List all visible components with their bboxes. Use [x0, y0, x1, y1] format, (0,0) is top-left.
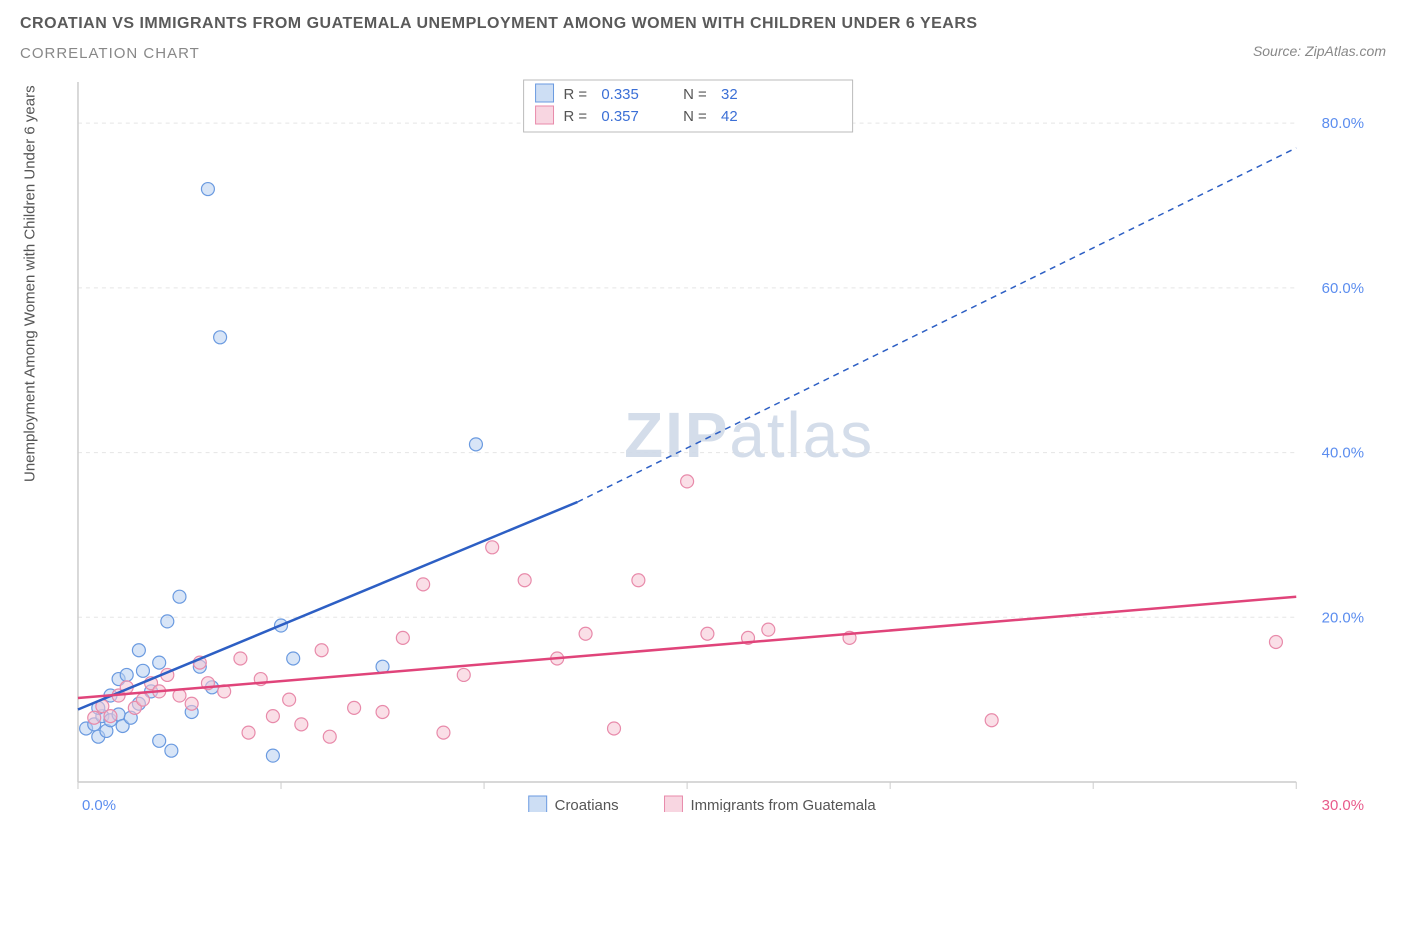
bottom-legend-label: Immigrants from Guatemala	[690, 797, 876, 812]
chart-title-line2: CORRELATION CHART	[20, 45, 1386, 62]
bottom-legend-label: Croatians	[555, 797, 619, 812]
y-tick-label: 40.0%	[1322, 445, 1364, 462]
bottom-legend-swatch	[665, 796, 683, 812]
data-point	[323, 730, 336, 743]
data-point	[315, 644, 328, 657]
legend-swatch	[536, 106, 554, 124]
x-max-label: 30.0%	[1322, 797, 1364, 812]
x-origin-label: 0.0%	[82, 797, 116, 812]
data-point	[762, 623, 775, 636]
legend-r-value: 0.357	[601, 108, 638, 125]
legend-n-value: 42	[721, 108, 738, 125]
data-point	[437, 726, 450, 739]
source-attribution: Source: ZipAtlas.com	[1253, 43, 1386, 59]
legend-swatch	[536, 84, 554, 102]
data-point	[295, 718, 308, 731]
data-point	[104, 710, 117, 723]
data-point	[579, 627, 592, 640]
data-point	[242, 726, 255, 739]
data-point	[469, 438, 482, 451]
data-point	[120, 668, 133, 681]
legend-n-label: N =	[683, 86, 707, 103]
legend-r-label: R =	[563, 108, 587, 125]
data-point	[136, 664, 149, 677]
watermark: ZIPatlas	[624, 399, 874, 471]
data-point	[266, 710, 279, 723]
plot-container: 20.0% 40.0% 60.0% 80.0% ZIPatlas R = 0.335 N = 3…	[70, 72, 1376, 812]
y-tick-label: 80.0%	[1322, 115, 1364, 132]
data-point	[153, 734, 166, 747]
data-point	[136, 693, 149, 706]
chart-header: CROATIAN VS IMMIGRANTS FROM GUATEMALA UN…	[20, 15, 1386, 62]
data-point	[88, 711, 101, 724]
y-tick-label: 20.0%	[1322, 609, 1364, 626]
data-point	[214, 331, 227, 344]
data-point	[283, 693, 296, 706]
data-point	[417, 578, 430, 591]
bottom-legend-swatch	[529, 796, 547, 812]
data-point	[701, 627, 714, 640]
legend-n-label: N =	[683, 108, 707, 125]
chart-area: Unemployment Among Women with Children U…	[20, 72, 1386, 872]
data-point	[985, 714, 998, 727]
data-point	[266, 749, 279, 762]
data-point	[153, 656, 166, 669]
y-axis-label: Unemployment Among Women with Children U…	[22, 462, 39, 482]
data-point	[376, 706, 389, 719]
data-point	[185, 697, 198, 710]
data-point	[287, 652, 300, 665]
data-point	[632, 574, 645, 587]
data-point	[681, 475, 694, 488]
data-point	[173, 590, 186, 603]
legend-r-value: 0.335	[601, 86, 638, 103]
trend-line-solid	[78, 597, 1296, 698]
data-point	[608, 722, 621, 735]
data-point	[165, 744, 178, 757]
data-point	[518, 574, 531, 587]
data-point	[457, 668, 470, 681]
chart-title-line1: CROATIAN VS IMMIGRANTS FROM GUATEMALA UN…	[20, 15, 1386, 33]
data-point	[161, 615, 174, 628]
data-point	[1269, 636, 1282, 649]
data-point	[201, 183, 214, 196]
y-tick-label: 60.0%	[1322, 280, 1364, 297]
scatter-plot-svg: 20.0% 40.0% 60.0% 80.0% ZIPatlas R = 0.335 N = 3…	[70, 72, 1376, 812]
legend-n-value: 32	[721, 86, 738, 103]
data-point	[132, 644, 145, 657]
data-point	[234, 652, 247, 665]
data-point	[396, 631, 409, 644]
data-point	[348, 701, 361, 714]
legend-r-label: R =	[563, 86, 587, 103]
data-point	[486, 541, 499, 554]
